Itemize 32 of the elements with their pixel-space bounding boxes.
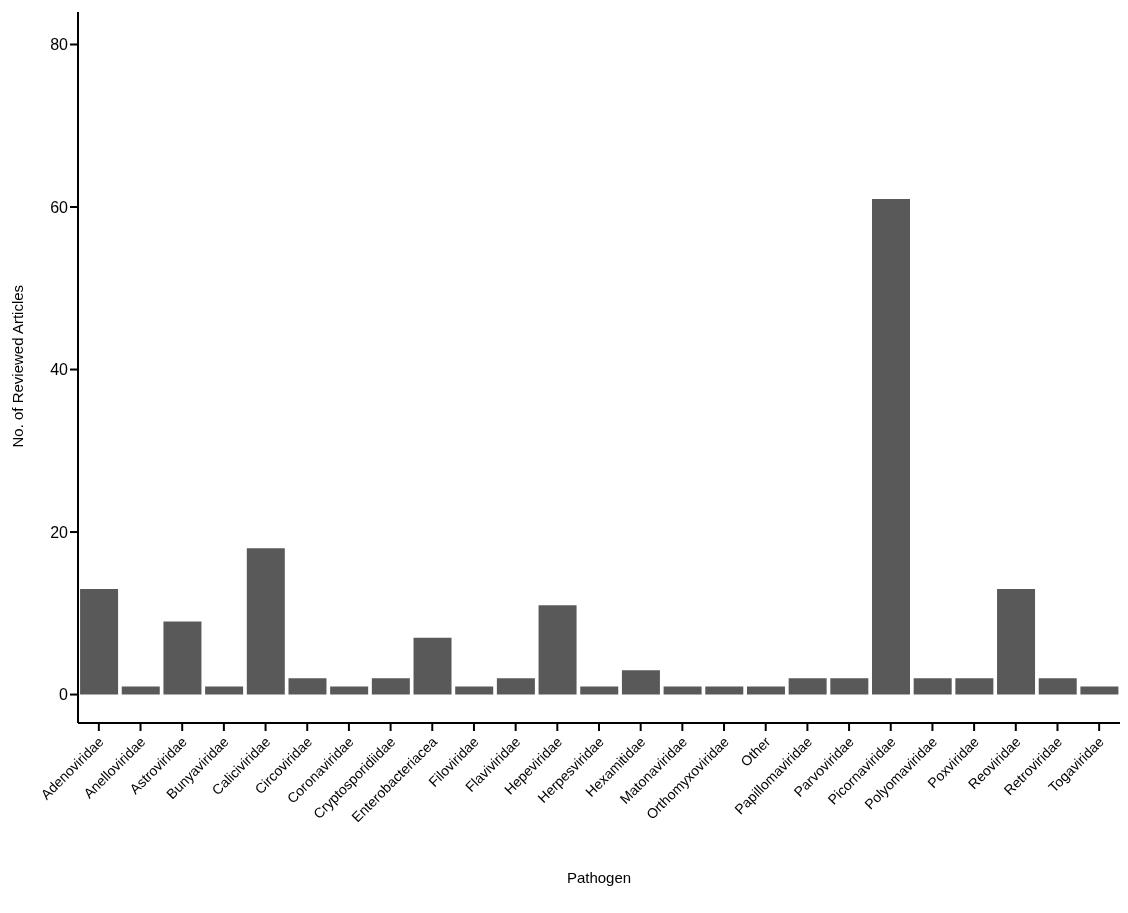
bar [413, 637, 452, 695]
bar [955, 678, 994, 695]
y-tick-label: 0 [59, 686, 69, 704]
bar [580, 686, 619, 695]
bar [872, 198, 910, 695]
y-tick-label: 40 [50, 361, 69, 379]
bar [621, 670, 660, 695]
x-axis-title: Pathogen [566, 869, 632, 886]
bar [330, 686, 369, 695]
bar [997, 588, 1036, 695]
bar [80, 588, 119, 695]
bar [205, 686, 244, 695]
bar [788, 678, 827, 695]
bar [121, 686, 160, 695]
bar [830, 678, 869, 695]
bar [1080, 686, 1119, 695]
y-tick-label: 20 [50, 523, 69, 541]
bar [163, 621, 202, 695]
bar [246, 548, 285, 695]
bar [288, 678, 327, 695]
bar [705, 686, 744, 695]
bar [913, 678, 952, 695]
y-tick-label: 60 [50, 198, 69, 216]
bar [1038, 678, 1077, 695]
bar [496, 678, 535, 695]
bar [663, 686, 702, 695]
bar [455, 686, 494, 695]
bar [538, 605, 577, 695]
bar [371, 678, 410, 695]
y-tick-label: 80 [50, 36, 69, 54]
y-axis-title: No. of Reviewed Articles [9, 284, 27, 448]
bar [746, 686, 785, 695]
